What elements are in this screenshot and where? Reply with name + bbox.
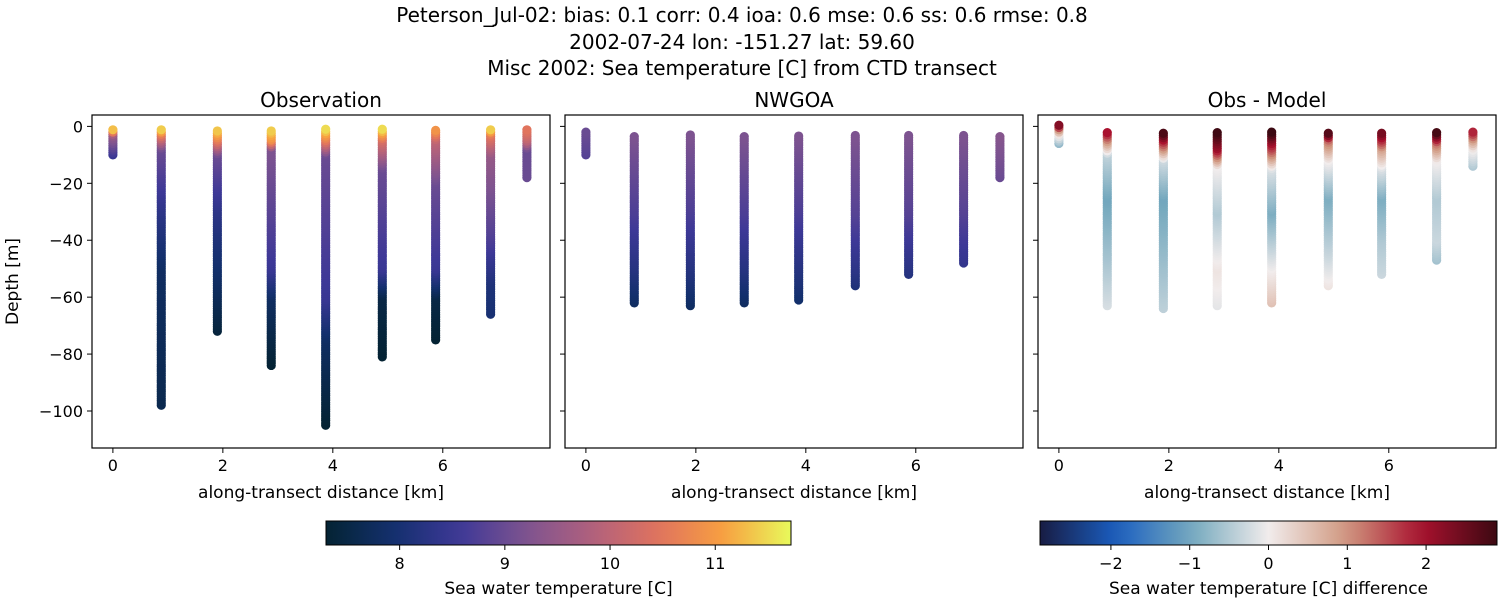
colorbar-tick-label: 9 [500,554,510,573]
colorbar-bar [325,520,792,546]
x-tick-label: 2 [218,456,228,475]
suptitle-line-3: Misc 2002: Sea temperature [C] from CTD … [487,56,997,80]
colorbar-tick-label: 8 [395,554,405,573]
data-point-station-4 [1267,127,1277,137]
y-tick-label: −100 [39,402,83,421]
data-point-station-4 [321,124,331,134]
data-point-station-3 [266,126,276,136]
x-tick-label: 6 [911,456,921,475]
panel-obs-model: 0 2 4 6 Obs - Model along-transect distance [… [1033,88,1497,503]
x-tick-label: 4 [801,456,811,475]
y-tick-label: −20 [49,174,83,193]
y-tick-label: 0 [73,117,83,136]
x-axis-label: along-transect distance [km] [198,483,444,503]
data-point-station-1 [1102,128,1112,138]
x-tick-label: 6 [1384,456,1394,475]
panel-title: Obs - Model [1208,88,1327,112]
colorbar-label: Sea water temperature [C] difference [1109,579,1428,599]
data-point-station-3 [1212,128,1222,138]
suptitle-line-2: 2002-07-24 lon: -151.27 lat: 59.60 [569,30,915,54]
data-points [1054,120,1478,314]
data-point-station-5 [377,124,387,134]
panel-title: NWGOA [754,88,834,112]
x-tick-label: 0 [1054,456,1064,475]
data-point-station-5 [850,130,860,141]
data-point-station-7 [486,125,496,135]
colorbar-thermal: 8 9 10 11 Sea water temperature [C] [325,520,792,599]
x-axis-label: along-transect distance [km] [671,483,917,503]
data-point-station-2 [1158,128,1168,138]
data-point-station-8 [995,132,1005,142]
colorbar-tick-label: 11 [705,554,725,573]
x-tick-label: 0 [108,456,118,475]
y-tick-label: −80 [49,345,83,364]
data-point-station-0 [108,125,118,135]
y-tick-label: −40 [49,231,83,250]
data-points [581,127,1005,311]
data-point-station-0 [1054,120,1064,130]
y-axis-label: Depth [m] [3,238,23,325]
data-point-station-3 [739,132,749,142]
x-tick-label: 6 [438,456,448,475]
data-point-station-2 [685,130,695,140]
data-point-station-8 [522,125,532,135]
y-tick-label: −60 [49,288,83,307]
data-point-station-6 [431,125,441,135]
colorbar-tick-label: −1 [1178,554,1202,573]
x-tick-label: 2 [691,456,701,475]
axes-frame [1037,114,1497,449]
data-points [108,124,532,430]
colorbar-tick-label: 10 [600,554,620,573]
data-point-station-1 [629,132,639,142]
data-point-station-6 [904,130,914,141]
axes-frame [564,114,1024,449]
data-point-station-4 [794,131,804,141]
x-tick-label: 0 [581,456,591,475]
panel-title: Observation [260,88,382,112]
colorbar-tick-label: 0 [1263,554,1273,573]
data-point-station-5 [1323,128,1333,138]
colorbar-tick-label: 2 [1421,554,1431,573]
colorbar-balance: −2 −1 0 1 2 Sea water temperature [C] differe… [1039,520,1498,599]
panel-observation: 0 2 4 6 0 −20 −40 −60 −80 −100 Observation along-tr… [3,88,551,503]
data-point-station-8 [1468,127,1478,137]
x-axis-label: along-transect distance [km] [1144,483,1390,503]
data-point-station-1 [156,125,166,135]
axes-frame [91,114,551,449]
colorbar-label: Sea water temperature [C] [444,579,672,599]
colorbar-tick-label: −2 [1099,554,1123,573]
panel-nwgoa: 0 2 4 6 NWGOA along-transect distance [km] [560,88,1024,503]
colorbar-tick-label: 1 [1342,554,1352,573]
suptitle-line-1: Peterson_Jul-02: bias: 0.1 corr: 0.4 ioa… [396,3,1088,27]
data-point-station-0 [581,127,591,137]
x-tick-label: 2 [1164,456,1174,475]
colorbar-bar [1039,520,1498,546]
x-tick-label: 4 [1274,456,1284,475]
x-tick-label: 4 [328,456,338,475]
data-point-station-2 [212,126,222,136]
data-point-station-7 [1432,128,1442,138]
data-point-station-6 [1377,128,1387,138]
data-point-station-7 [959,130,969,141]
